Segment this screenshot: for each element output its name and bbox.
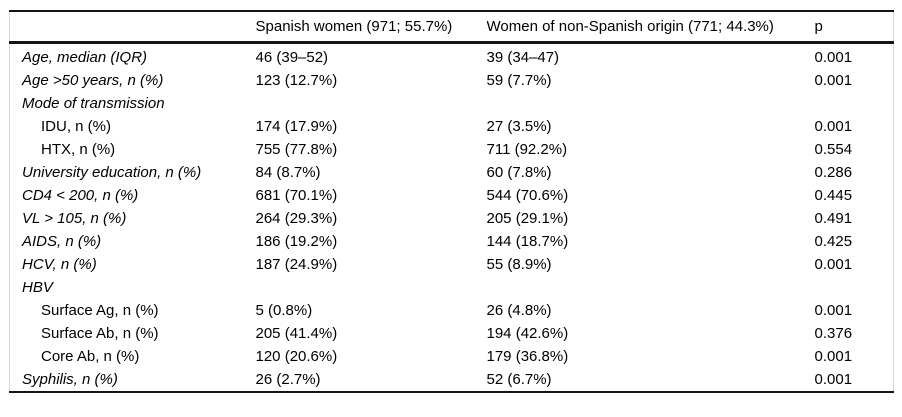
cell-non-spanish-women: 27 (3.5%)	[486, 118, 552, 135]
cell-p-value: 0.376	[814, 325, 853, 342]
cell-spanish-women: 264 (29.3%)	[255, 210, 338, 227]
cell-non-spanish-women: 55 (8.9%)	[486, 256, 552, 273]
cell-spanish-women: 755 (77.8%)	[255, 141, 338, 158]
cell-non-spanish-women: 179 (36.8%)	[486, 348, 569, 365]
cell-non-spanish-women: 205 (29.1%)	[486, 210, 569, 227]
cell-p-value	[815, 276, 894, 299]
cell-non-spanish-women: 52 (6.7%)	[486, 371, 552, 388]
cell-p-value	[815, 92, 894, 115]
cell-p-value: 0.001	[814, 256, 853, 273]
row-label: Syphilis, n (%)	[22, 371, 118, 388]
cell-p-value: 0.425	[814, 233, 853, 250]
cell-p-value: 0.491	[814, 210, 853, 227]
cell-spanish-women	[256, 92, 487, 115]
row-label: CD4 < 200, n (%)	[22, 187, 139, 204]
characteristics-table: Spanish women (971; 55.7%) Women of non-…	[9, 10, 894, 393]
cell-p-value: 0.001	[814, 118, 853, 135]
table-body: Age, median (IQR) 46 (39–52) 39 (34–47) 0.0…	[10, 43, 894, 393]
table-row: Age >50 years, n (%) 123 (12.7%) 59 (7.7%)…	[10, 69, 894, 92]
cell-spanish-women: 186 (19.2%)	[255, 233, 338, 250]
col-header-non-spanish-women: Women of non-Spanish origin (771; 44.3%)	[486, 11, 815, 44]
cell-spanish-women	[256, 276, 487, 299]
table-row: IDU, n (%) 174 (17.9%) 27 (3.5%) 0.001	[10, 115, 894, 138]
cell-p-value: 0.001	[814, 302, 853, 319]
table-row: HBV	[10, 276, 894, 299]
cell-p-value: 0.001	[814, 72, 853, 89]
col-header-empty	[9, 11, 256, 44]
table-row: Mode of transmission	[10, 92, 894, 115]
cell-p-value: 0.554	[814, 141, 853, 158]
table-row: Core Ab, n (%) 120 (20.6%) 179 (36.8%) 0.00…	[10, 345, 894, 368]
cell-spanish-women: 174 (17.9%)	[255, 118, 338, 135]
cell-non-spanish-women: 39 (34–47)	[486, 49, 560, 66]
header-row: Spanish women (971; 55.7%) Women of non-…	[9, 11, 894, 44]
cell-p-value: 0.001	[814, 371, 853, 388]
cell-spanish-women: 26 (2.7%)	[255, 371, 321, 388]
cell-spanish-women: 84 (8.7%)	[255, 164, 321, 181]
cell-p-value: 0.445	[814, 187, 853, 204]
table-row: HCV, n (%) 187 (24.9%) 55 (8.9%) 0.001	[10, 253, 894, 276]
cell-p-value: 0.286	[814, 164, 853, 181]
cell-spanish-women: 187 (24.9%)	[255, 256, 338, 273]
table-row: Surface Ab, n (%) 205 (41.4%) 194 (42.6%) 0…	[10, 322, 894, 345]
row-label: Surface Ag, n (%)	[41, 302, 159, 319]
table-row: Age, median (IQR) 46 (39–52) 39 (34–47) 0.0…	[10, 43, 894, 70]
cell-non-spanish-women: 144 (18.7%)	[486, 233, 569, 250]
row-label: HBV	[22, 279, 53, 296]
cell-spanish-women: 120 (20.6%)	[255, 348, 338, 365]
cell-non-spanish-women: 60 (7.8%)	[486, 164, 552, 181]
cell-non-spanish-women: 59 (7.7%)	[486, 72, 552, 89]
cell-non-spanish-women: 26 (4.8%)	[486, 302, 552, 319]
table-row: HTX, n (%) 755 (77.8%) 711 (92.2%) 0.554	[10, 138, 894, 161]
row-label: Age, median (IQR)	[22, 49, 148, 66]
table-row: AIDS, n (%) 186 (19.2%) 144 (18.7%) 0.425	[10, 230, 894, 253]
row-label: HCV, n (%)	[22, 256, 97, 273]
table-row: Syphilis, n (%) 26 (2.7%) 52 (6.7%) 0.001	[10, 368, 894, 392]
row-label: VL > 105, n (%)	[22, 210, 127, 227]
row-label: IDU, n (%)	[41, 118, 112, 135]
cell-spanish-women: 5 (0.8%)	[255, 302, 313, 319]
row-label: HTX, n (%)	[41, 141, 116, 158]
cell-non-spanish-women: 711 (92.2%)	[486, 141, 568, 158]
col-header-p-value: p	[814, 11, 894, 44]
table-row: CD4 < 200, n (%) 681 (70.1%) 544 (70.6%) 0.…	[10, 184, 894, 207]
cell-p-value: 0.001	[814, 348, 853, 365]
cell-spanish-women: 123 (12.7%)	[255, 72, 338, 89]
cell-non-spanish-women	[487, 276, 815, 299]
cell-non-spanish-women: 194 (42.6%)	[486, 325, 569, 342]
table-row: University education, n (%) 84 (8.7%) 60 (…	[10, 161, 894, 184]
col-header-spanish-women: Spanish women (971; 55.7%)	[255, 11, 487, 44]
row-label: Core Ab, n (%)	[41, 348, 140, 365]
row-label: AIDS, n (%)	[22, 233, 102, 250]
row-label: University education, n (%)	[22, 164, 202, 181]
cell-p-value: 0.001	[814, 49, 853, 66]
cell-spanish-women: 205 (41.4%)	[255, 325, 338, 342]
table-row: Surface Ag, n (%) 5 (0.8%) 26 (4.8%) 0.001	[10, 299, 894, 322]
cell-spanish-women: 46 (39–52)	[255, 49, 329, 66]
cell-spanish-women: 681 (70.1%)	[255, 187, 338, 204]
table-row: VL > 105, n (%) 264 (29.3%) 205 (29.1%) 0.4…	[10, 207, 894, 230]
cell-non-spanish-women	[487, 92, 815, 115]
cell-non-spanish-women: 544 (70.6%)	[486, 187, 569, 204]
row-label: Mode of transmission	[22, 95, 165, 112]
row-label: Age >50 years, n (%)	[22, 72, 164, 89]
row-label: Surface Ab, n (%)	[41, 325, 159, 342]
